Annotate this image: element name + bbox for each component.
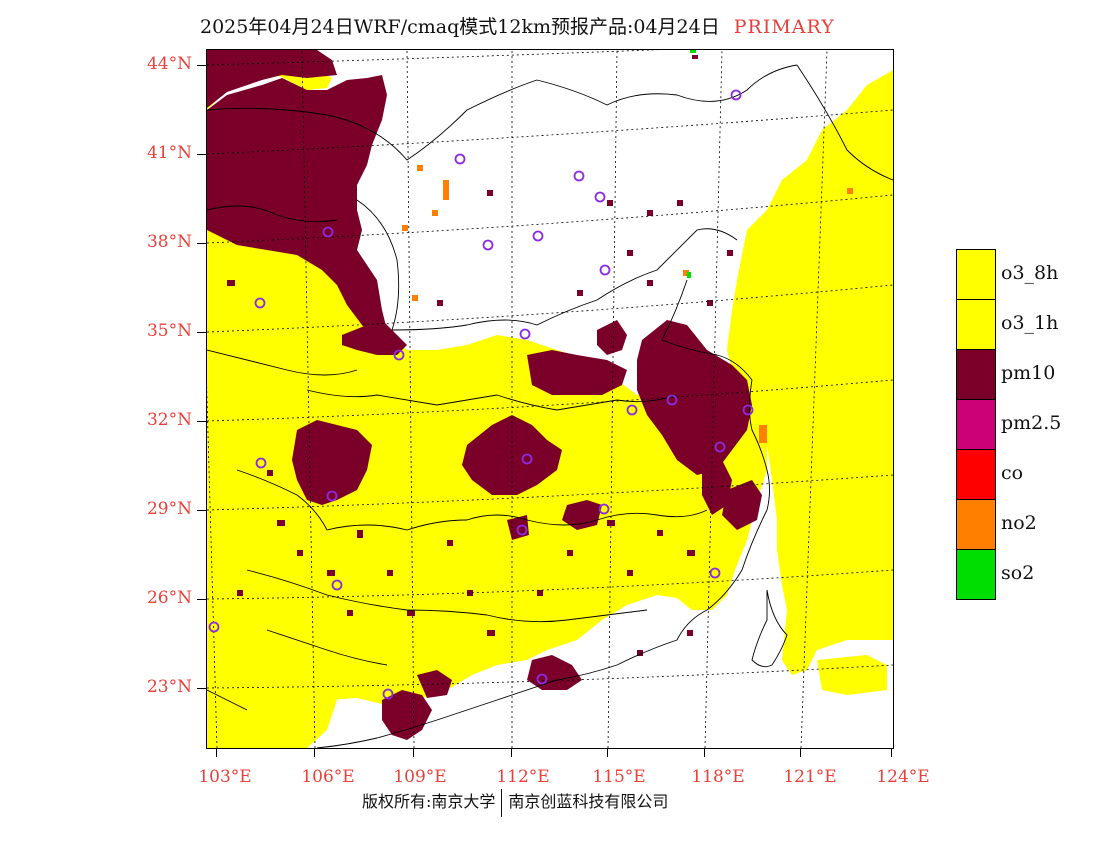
legend-swatch-no2: [956, 499, 996, 550]
copyright-footer: 版权所有:南京大学 南京创蓝科技有限公司: [362, 788, 668, 817]
copyright-left: 版权所有:南京大学: [362, 792, 496, 811]
lat-tick: [197, 688, 206, 689]
lon-tick: [891, 748, 892, 757]
lon-tick: [800, 748, 801, 757]
lat-label-44: 44°N: [146, 54, 192, 74]
lon-label-115: 115°E: [592, 767, 646, 787]
lon-tick: [314, 748, 315, 757]
boundaries: [207, 64, 893, 748]
no2-specks: [402, 165, 853, 443]
lon-label-106: 106°E: [301, 767, 355, 787]
lat-tick: [197, 510, 206, 511]
so2-specks: [687, 50, 696, 278]
lat-tick: [197, 65, 206, 66]
copyright-right: 南京创蓝科技有限公司: [508, 792, 669, 811]
lon-label-109: 109°E: [393, 767, 447, 787]
title-main: 2025年04月24日WRF/cmaq模式12km预报产品:04月24日: [200, 16, 720, 38]
legend-label: pm2.5: [1001, 412, 1062, 434]
legend-label: so2: [1001, 562, 1035, 584]
legend-swatch-pm10: [956, 349, 996, 400]
legend-swatch-pm25: [956, 399, 996, 450]
lat-tick: [197, 332, 206, 333]
lon-tick: [704, 748, 705, 757]
lon-label-118: 118°E: [691, 767, 745, 787]
lat-label-41: 41°N: [146, 143, 192, 163]
lat-label-35: 35°N: [146, 321, 192, 341]
lon-label-103: 103°E: [198, 767, 252, 787]
lon-label-121: 121°E: [783, 767, 837, 787]
lon-tick: [511, 748, 512, 757]
lat-tick: [197, 599, 206, 600]
lat-tick: [197, 243, 206, 244]
legend-label: o3_8h: [1001, 262, 1059, 284]
legend-label: no2: [1001, 512, 1037, 534]
legend-swatch-so2: [956, 549, 996, 600]
title-tag: PRIMARY: [733, 16, 835, 38]
lat-tick: [197, 421, 206, 422]
legend-label: pm10: [1001, 362, 1056, 384]
lat-label-29: 29°N: [146, 499, 192, 519]
map-canvas[interactable]: [206, 49, 894, 749]
lon-tick: [607, 748, 608, 757]
footer-divider: [501, 788, 503, 817]
legend-swatch-o3-1h: [956, 299, 996, 350]
lat-tick: [197, 154, 206, 155]
lon-label-112: 112°E: [496, 767, 550, 787]
legend-swatch-o3-8h: [956, 249, 996, 300]
graticule: [207, 50, 893, 748]
legend-swatch-co: [956, 449, 996, 500]
lon-tick: [216, 748, 217, 757]
chart-title: 2025年04月24日WRF/cmaq模式12km预报产品:04月24日 PRIM…: [200, 12, 835, 39]
city-markers: [208, 89, 754, 700]
pm10-region: [207, 50, 762, 740]
lat-label-23: 23°N: [146, 677, 192, 697]
legend-label: co: [1001, 462, 1024, 484]
legend-label: o3_1h: [1001, 312, 1059, 334]
lon-tick: [413, 748, 414, 757]
lat-label-38: 38°N: [146, 232, 192, 252]
lat-label-32: 32°N: [146, 410, 192, 430]
pollutant-map-svg: [207, 50, 893, 748]
lat-label-26: 26°N: [146, 588, 192, 608]
lon-label-124: 124°E: [876, 767, 930, 787]
